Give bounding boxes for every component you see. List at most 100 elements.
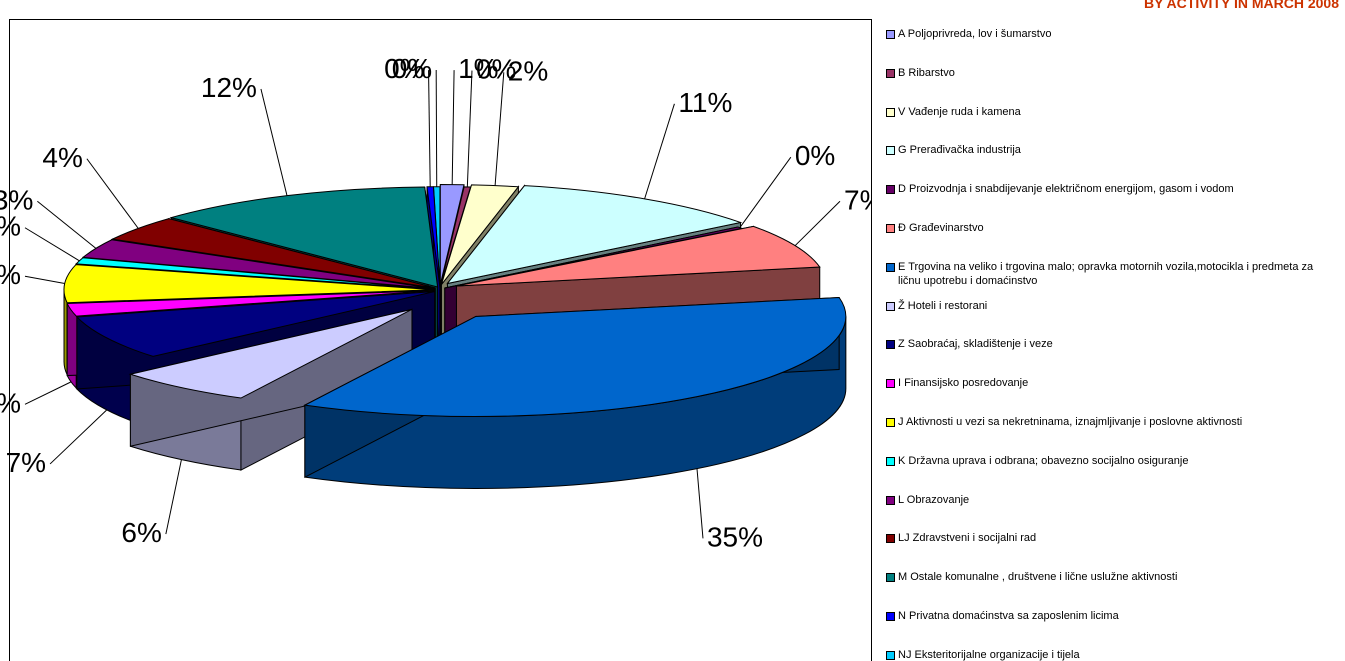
data-label-n-privatna-domacinstva-sa-zaposlenim-lic: 0% — [384, 53, 424, 84]
leader-line-g-prera-ivacka-industrija — [644, 103, 675, 200]
leader-line-lj-zdravstveni-i-socijalni-rad — [86, 158, 139, 229]
legend-label: L Obrazovanje — [898, 493, 970, 506]
legend-swatch — [886, 146, 895, 156]
leader-line-k-drzavna-uprava-i-odbrana-obavezno-soci — [24, 227, 80, 262]
data-label-lj-zdravstveni-i-socijalni-rad: 4% — [42, 142, 82, 173]
leader-line-n-privatna-domacinstva-sa-zaposlenim-lic — [428, 70, 431, 187]
legend-item-l-obrazovanje: L Obrazovanje — [886, 493, 1336, 507]
legend-item-v-va-enje-ruda-i-kamena: V Vađenje ruda i kamena — [886, 105, 1336, 119]
legend-item-z-hoteli-i-restorani: Ž Hoteli i restorani — [886, 299, 1336, 313]
legend-swatch — [886, 534, 895, 544]
legend-label: E Trgovina na veliko i trgovina malo; op… — [898, 260, 1314, 287]
legend-label: Ž Hoteli i restorani — [898, 299, 988, 312]
legend-label: N Privatna domaćinstva sa zaposlenim lic… — [898, 610, 1119, 622]
slice-top-e-trgovina-na-veliko-i-trgovina-malo-opr — [303, 296, 847, 417]
legend-label: J Aktivnosti u vezi sa nekretninama, izn… — [898, 416, 1243, 428]
legend-swatch — [886, 573, 895, 583]
leader-line-j-aktivnosti-u-vezi-sa-nekretninama-izna — [24, 275, 65, 285]
data-label-k-drzavna-uprava-i-odbrana-obavezno-soci: 1% — [0, 211, 21, 242]
legend-label: NJ Eksteritorijalne organizacije i tijel… — [898, 648, 1080, 661]
legend-item-d-proizvodnja-i-snabdijevanje-elektricno: D Proizvodnja i snabdijevanje električno… — [886, 182, 1336, 196]
legend-label: A Poljoprivreda, lov i šumarstvo — [898, 28, 1052, 40]
legend-label: I Finansijsko posredovanje — [898, 377, 1029, 390]
legend-label: LJ Zdravstveni i socijalni rad — [898, 532, 1037, 545]
legend-item-nj-eksteritorijalne-organizacije-i-tijel: NJ Eksteritorijalne organizacije i tijel… — [886, 648, 1336, 661]
leader-line-nj-eksteritorijalne-organizacije-i-tijel — [435, 70, 438, 187]
legend-item-k-drzavna-uprava-i-odbrana-obavezno-soci: K Državna uprava i odbrana; obavezno soc… — [886, 454, 1336, 468]
data-label-nj-eksteritorijalne-organizacije-i-tijel: 0% — [392, 53, 432, 84]
legend-swatch — [886, 107, 895, 117]
leader-line-v-va-enje-ruda-i-kamena — [494, 72, 505, 186]
leader-line-z-saobracaj-skladistenje-i-veze — [49, 409, 108, 465]
data-label-a-poljoprivreda-lov-i-sumarstvo: 1% — [458, 53, 498, 84]
data-labels: 1%0%2%11%0%7%35%6%7%2%%1%3%4%12%0%0% — [0, 53, 884, 552]
slice-top-i-finansijsko-posredovanje — [66, 290, 435, 317]
legend-swatch — [886, 68, 895, 78]
leader-line-m-ostale-komunalne-drustvene-i-licne-usl — [260, 88, 288, 196]
leader-line-gra-evinarstvo — [794, 200, 841, 247]
data-label-e-trgovina-na-veliko-i-trgovina-malo-opr: 35% — [707, 521, 763, 552]
legend-swatch — [886, 185, 895, 195]
legend-swatch — [886, 650, 895, 660]
leader-line-b-ribarstvo — [466, 70, 473, 187]
leader-line-d-proizvodnja-i-snabdijevanje-elektricno — [739, 156, 792, 228]
slice-top-v-va-enje-ruda-i-kamena — [440, 184, 520, 285]
data-label-l-obrazovanje: 3% — [0, 184, 33, 215]
leader-line-z-hoteli-i-restorani — [165, 459, 182, 535]
data-label-z-hoteli-i-restorani: 6% — [121, 517, 161, 548]
legend-item-a-poljoprivreda-lov-i-sumarstvo: A Poljoprivreda, lov i šumarstvo — [886, 27, 1336, 41]
data-label-i-finansijsko-posredovanje: 2% — [0, 387, 21, 418]
slice-top-gra-evinarstvo — [456, 225, 821, 287]
data-label-j-aktivnosti-u-vezi-sa-nekretninama-izna: % — [0, 259, 21, 290]
data-label-g-prera-ivacka-industrija: 11% — [678, 87, 732, 118]
legend-label: K Državna uprava i odbrana; obavezno soc… — [898, 454, 1189, 467]
legend-swatch — [886, 262, 895, 272]
legend-item-gra-evinarstvo: Đ Građevinarstvo — [886, 221, 1336, 235]
legend-item-lj-zdravstveni-i-socijalni-rad: LJ Zdravstveni i socijalni rad — [886, 531, 1336, 545]
slice-top-k-drzavna-uprava-i-odbrana-obavezno-soci — [75, 257, 435, 290]
legend-label: G Prerađivačka industrija — [898, 144, 1021, 157]
legend-label: Z Saobraćaj, skladištenje i veze — [898, 338, 1053, 351]
leader-line-i-finansijsko-posredovanje — [24, 381, 72, 405]
legend-item-m-ostale-komunalne-drustvene-i-licne-usl: M Ostale komunalne , društvene i lične u… — [886, 570, 1336, 584]
leader-line-e-trgovina-na-veliko-i-trgovina-malo-opr — [696, 468, 704, 539]
pie-tops — [63, 184, 847, 417]
legend-swatch — [886, 612, 895, 621]
legend-swatch — [886, 30, 895, 39]
slice-top-a-poljoprivreda-lov-i-sumarstvo — [439, 184, 465, 285]
legend-swatch — [886, 301, 895, 311]
leader-line-l-obrazovanje — [37, 200, 97, 249]
legend: A Poljoprivreda, lov i šumarstvo B Ribars… — [871, 19, 1345, 661]
chart-frame — [9, 19, 1345, 661]
data-label-v-va-enje-ruda-i-kamena: 2% — [508, 55, 548, 86]
legend-item-i-finansijsko-posredovanje: I Finansijsko posredovanje — [886, 376, 1336, 390]
legend-item-z-saobracaj-skladistenje-i-veze: Z Saobraćaj, skladištenje i veze — [886, 337, 1336, 351]
legend-item-j-aktivnosti-u-vezi-sa-nekretninama-izna: J Aktivnosti u vezi sa nekretninama, izn… — [886, 415, 1336, 429]
legend-swatch — [886, 418, 895, 427]
legend-swatch — [886, 340, 895, 350]
legend-swatch — [886, 224, 895, 233]
legend-swatch — [886, 379, 895, 389]
legend-item-n-privatna-domacinstva-sa-zaposlenim-lic: N Privatna domaćinstva sa zaposlenim lic… — [886, 609, 1336, 623]
legend-label: M Ostale komunalne , društvene i lične u… — [898, 571, 1178, 584]
data-label-b-ribarstvo: 0% — [476, 54, 516, 85]
legend-label: D Proizvodnja i snabdijevanje električno… — [898, 183, 1234, 196]
slice-top-j-aktivnosti-u-vezi-sa-nekretninama-izna — [63, 264, 435, 304]
leader-line-a-poljoprivreda-lov-i-sumarstvo — [451, 70, 455, 185]
legend-item-e-trgovina-na-veliko-i-trgovina-malo-opr: E Trgovina na veliko i trgovina malo; op… — [886, 260, 1336, 288]
legend-swatch — [886, 456, 895, 466]
legend-item-b-ribarstvo: B Ribarstvo — [886, 66, 1336, 80]
data-label-z-saobracaj-skladistenje-i-veze: 7% — [6, 447, 46, 478]
legend-label: B Ribarstvo — [898, 66, 955, 79]
data-label-d-proizvodnja-i-snabdijevanje-elektricno: 0% — [795, 140, 835, 171]
legend-label: Đ Građevinarstvo — [898, 222, 984, 234]
slice-top-z-saobracaj-skladistenje-i-veze — [75, 291, 435, 357]
legend-item-g-prera-ivacka-industrija: G Prerađivačka industrija — [886, 143, 1336, 157]
legend-swatch — [886, 495, 895, 505]
chart-title: BY ACTIVITY IN MARCH 2008 — [1143, 0, 1339, 11]
data-label-m-ostale-komunalne-drustvene-i-licne-usl: 12% — [201, 72, 257, 103]
slice-top-lj-zdravstveni-i-socijalni-rad — [110, 218, 436, 289]
slice-top-g-prera-ivacka-industrija — [446, 185, 743, 285]
slice-top-z-hoteli-i-restorani — [128, 308, 413, 399]
